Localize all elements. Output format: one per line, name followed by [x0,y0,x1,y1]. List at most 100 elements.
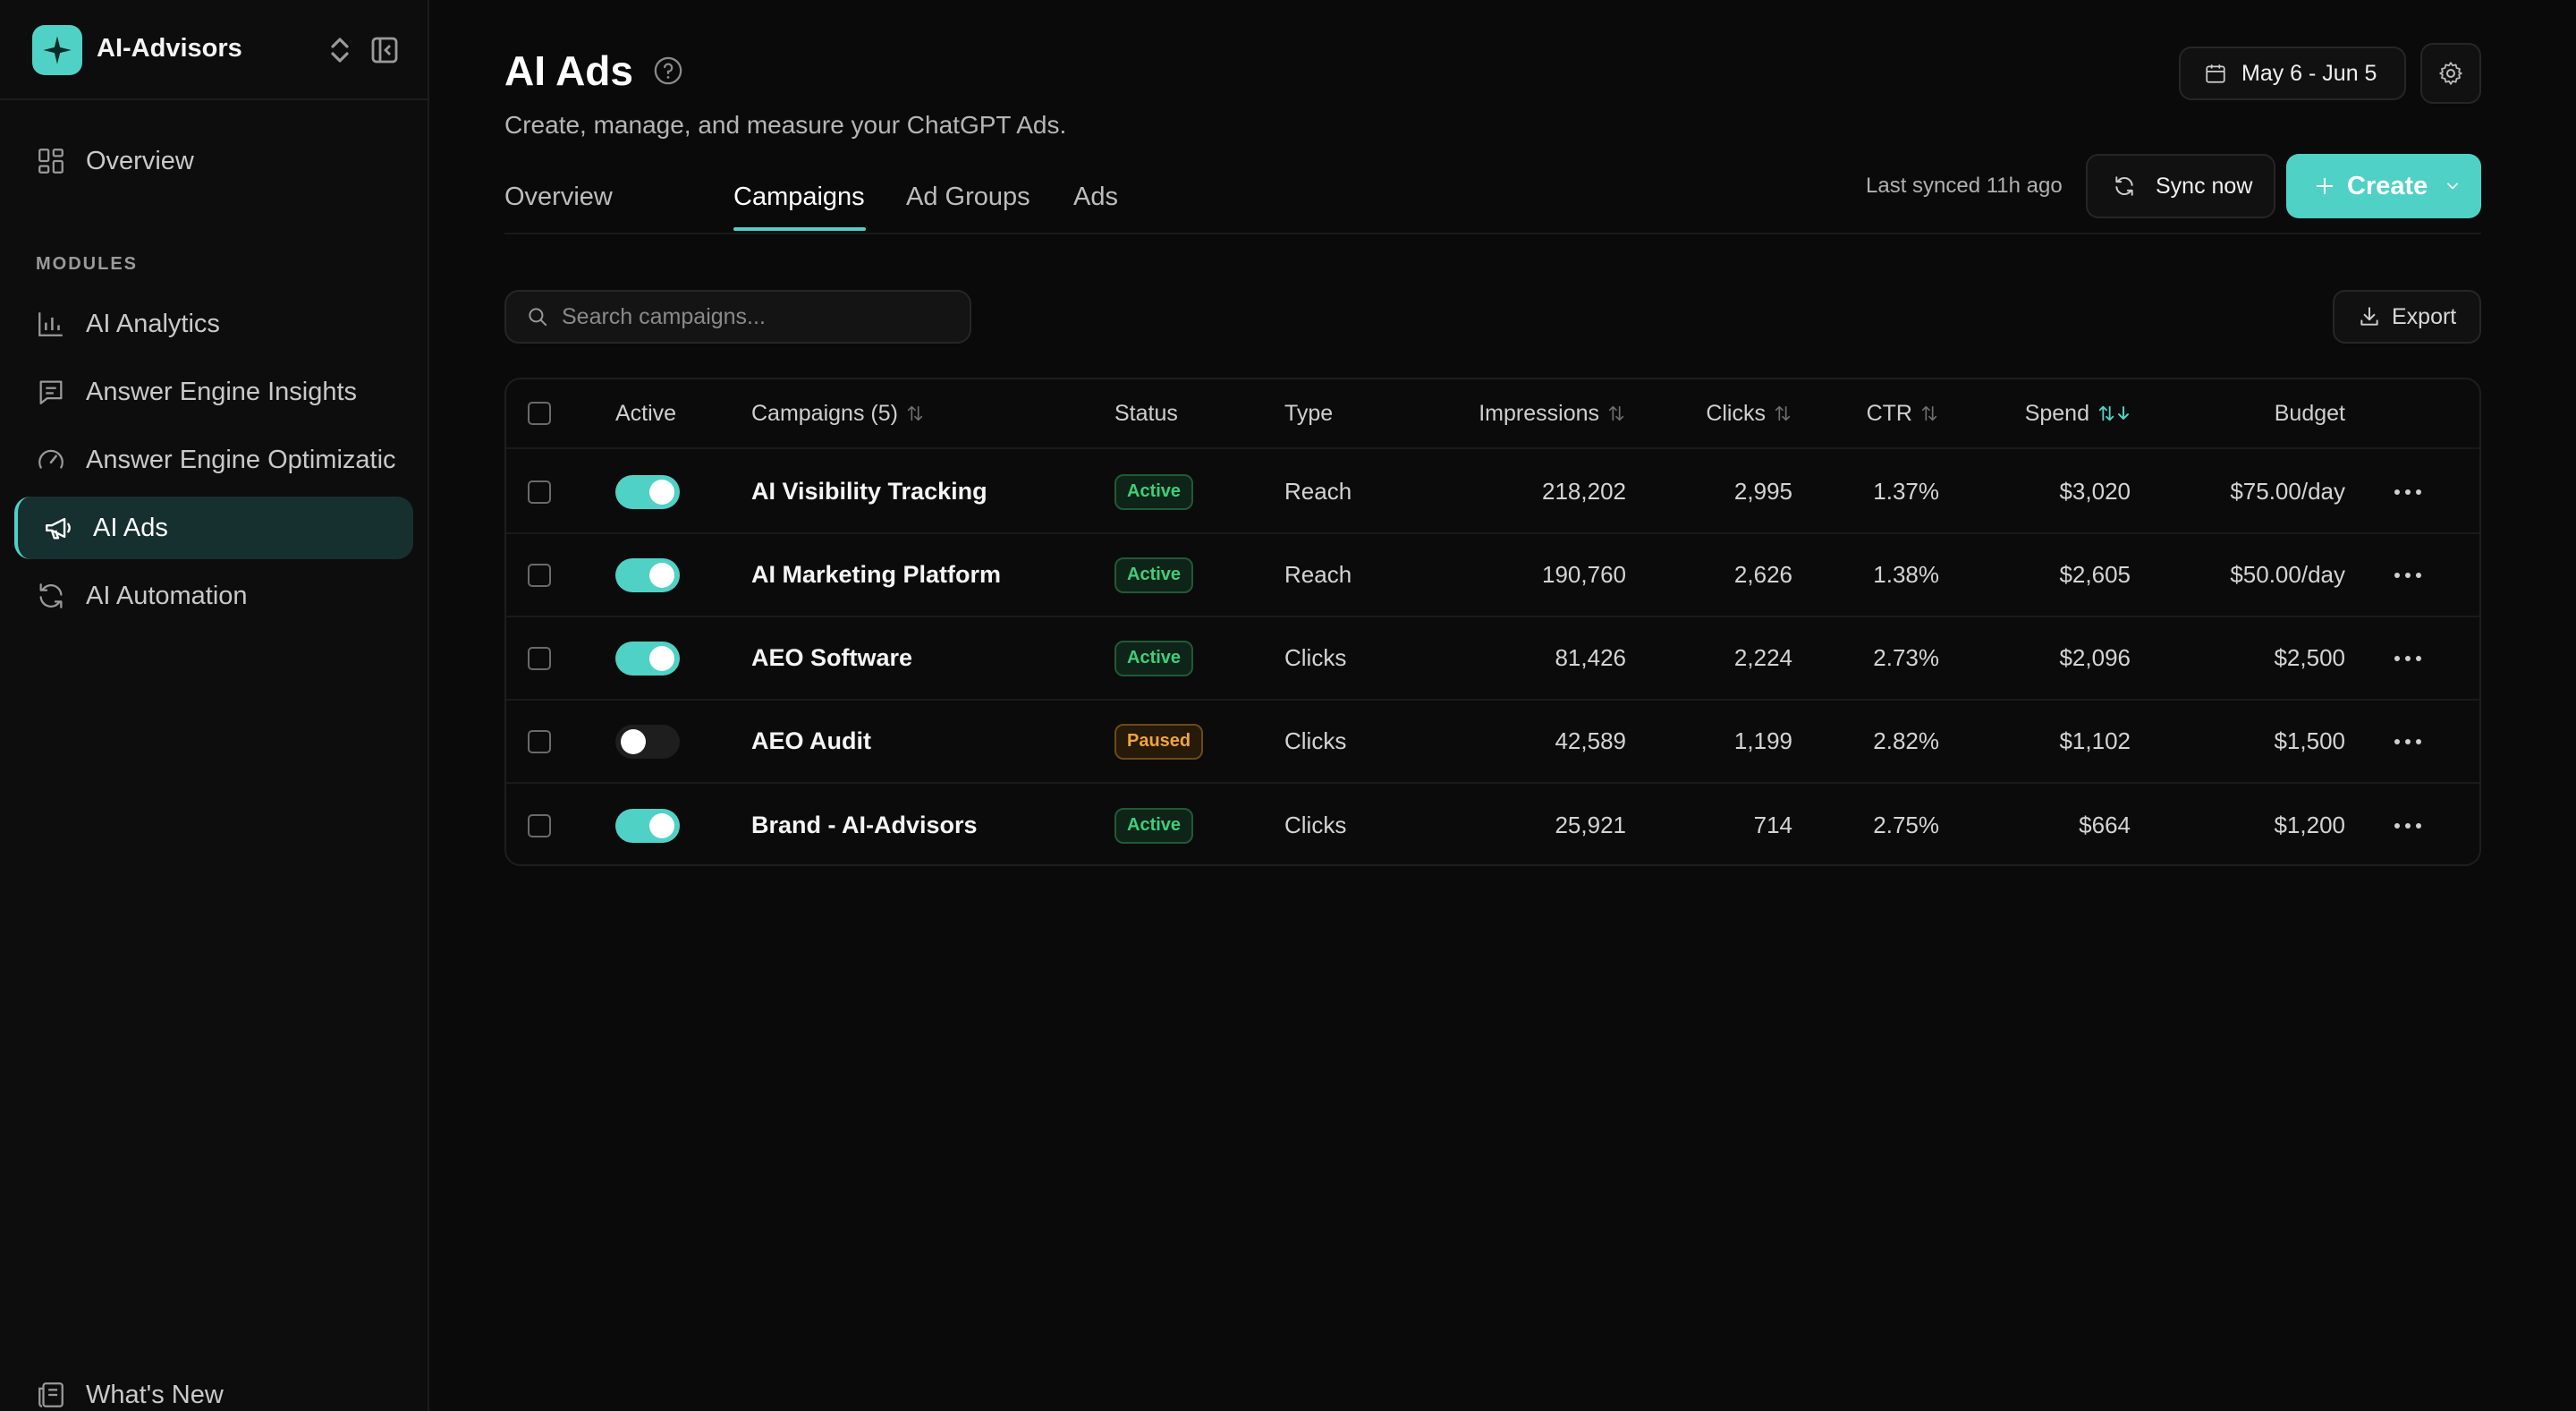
table-row[interactable]: AEO Audit Paused Clicks 42,589 1,199 2.8… [506,701,2479,784]
row-checkbox[interactable] [528,729,551,753]
row-checkbox[interactable] [528,813,551,837]
tab-overview[interactable]: Overview [504,183,613,211]
campaign-type: Reach [1284,561,1352,588]
column-header-ctr-label: CTR [1866,400,1912,426]
column-header-budget: Budget [2274,400,2345,426]
settings-button[interactable] [2420,43,2481,104]
more-horizontal-icon[interactable] [2390,571,2426,580]
column-header-impressions[interactable]: Impressions [1401,379,1626,447]
more-horizontal-icon[interactable] [2390,821,2426,830]
export-button[interactable]: Export [2333,290,2481,344]
campaign-type: Clicks [1284,812,1347,838]
more-horizontal-icon[interactable] [2390,737,2426,746]
workspace-name: AI-Advisors [97,34,242,63]
row-select-cell [528,534,551,616]
sort-descending-arrow-icon [2118,406,2129,420]
export-label: Export [2392,303,2457,329]
table-row[interactable]: AI Visibility Tracking Active Reach 218,… [506,451,2479,534]
campaign-active-toggle[interactable] [615,724,680,759]
row-checkbox[interactable] [528,563,551,587]
search-input[interactable] [562,303,955,330]
table-row[interactable]: AEO Software Active Clicks 81,426 2,224 … [506,617,2479,701]
more-horizontal-icon[interactable] [2390,654,2426,663]
row-actions-cell [2390,784,2426,864]
row-actions-cell [2390,617,2426,699]
sync-now-label: Sync now [2156,173,2253,199]
status-badge: Active [1114,807,1194,844]
row-select-cell [528,617,551,699]
newspaper-icon [38,1382,64,1407]
row-checkbox[interactable] [528,646,551,670]
column-header-campaigns[interactable]: Campaigns (5) [751,379,925,447]
campaign-name[interactable]: AEO Software [751,644,913,671]
campaign-type: Reach [1284,478,1352,505]
workspace-switcher[interactable]: AI-Advisors [0,0,428,100]
table-row[interactable]: Brand - AI-Advisors Active Clicks 25,921… [506,784,2479,864]
calendar-icon [2206,64,2225,83]
sidebar-item-overview[interactable]: Overview [14,130,413,192]
select-all-checkbox[interactable] [528,402,551,425]
sidebar-item-ai-analytics[interactable]: AI Analytics [14,293,413,355]
column-header-status: Status [1114,400,1178,426]
date-range-picker[interactable]: May 6 - Jun 5 [2179,47,2406,100]
sidebar-item-ai-automation[interactable]: AI Automation [14,565,413,627]
spend-value: $664 [2079,812,2131,838]
chevron-up-down-icon[interactable] [327,36,352,64]
clicks-value: 1,199 [1733,727,1792,754]
row-toggle-cell [615,451,680,532]
sync-now-button[interactable]: Sync now [2086,154,2275,218]
download-icon [2360,307,2378,326]
sort-icon [1775,405,1791,421]
help-circle-icon[interactable] [653,55,683,86]
column-header-spend[interactable]: Spend [1955,379,2131,447]
status-badge: Active [1114,640,1194,676]
status-badge: Paused [1114,723,1204,760]
sidebar-collapse-icon[interactable] [370,36,399,64]
plus-icon [2316,177,2334,195]
sort-icon [1921,405,1937,421]
budget-value: $1,200 [2274,812,2345,838]
status-badge: Active [1114,557,1194,593]
create-button[interactable]: Create [2286,154,2481,218]
campaign-name[interactable]: AI Visibility Tracking [751,478,987,505]
sidebar-item-ai-ads[interactable]: AI Ads [14,497,413,559]
ctr-value: 1.37% [1873,478,1939,505]
table-row[interactable]: AI Marketing Platform Active Reach 190,7… [506,534,2479,617]
campaign-active-toggle[interactable] [615,641,680,676]
select-all-cell [528,379,551,447]
campaign-active-toggle[interactable] [615,808,680,843]
sidebar-item-whats-new[interactable]: What's New [36,1380,224,1410]
column-header-impressions-label: Impressions [1479,400,1599,426]
row-toggle-cell [615,784,680,864]
tab-ad-groups[interactable]: Ad Groups [906,183,1030,211]
campaign-name[interactable]: AEO Audit [751,727,871,754]
column-header-type: Type [1284,400,1334,426]
search-campaigns[interactable] [504,290,971,344]
toggle-knob [649,812,674,838]
create-label: Create [2347,171,2428,200]
campaign-active-toggle[interactable] [615,557,680,592]
spend-value: $3,020 [2059,478,2131,505]
impressions-value: 25,921 [1555,812,1626,838]
campaign-name[interactable]: Brand - AI-Advisors [751,812,978,838]
row-actions-cell [2390,451,2426,532]
status-cell: Active [1114,784,1194,864]
column-header-clicks[interactable]: Clicks [1642,379,1792,447]
campaign-active-toggle[interactable] [615,474,680,509]
row-checkbox[interactable] [528,480,551,504]
sidebar-item-answer-engine-optimization[interactable]: Answer Engine Optimizatic [14,429,413,491]
row-toggle-cell [615,617,680,699]
tab-campaigns[interactable]: Campaigns [733,183,865,211]
tab-ads[interactable]: Ads [1073,183,1118,211]
sidebar-item-answer-engine-insights[interactable]: Answer Engine Insights [14,361,413,423]
more-horizontal-icon[interactable] [2390,488,2426,497]
column-header-ctr[interactable]: CTR [1803,379,1939,447]
dashboard-icon [38,149,64,174]
row-toggle-cell [615,534,680,616]
ctr-value: 2.73% [1873,644,1939,671]
spend-value: $2,605 [2059,561,2131,588]
sidebar-item-label: AI Ads [93,513,168,542]
gauge-icon [38,449,64,469]
refresh-icon [39,583,63,608]
campaign-name[interactable]: AI Marketing Platform [751,561,1002,588]
